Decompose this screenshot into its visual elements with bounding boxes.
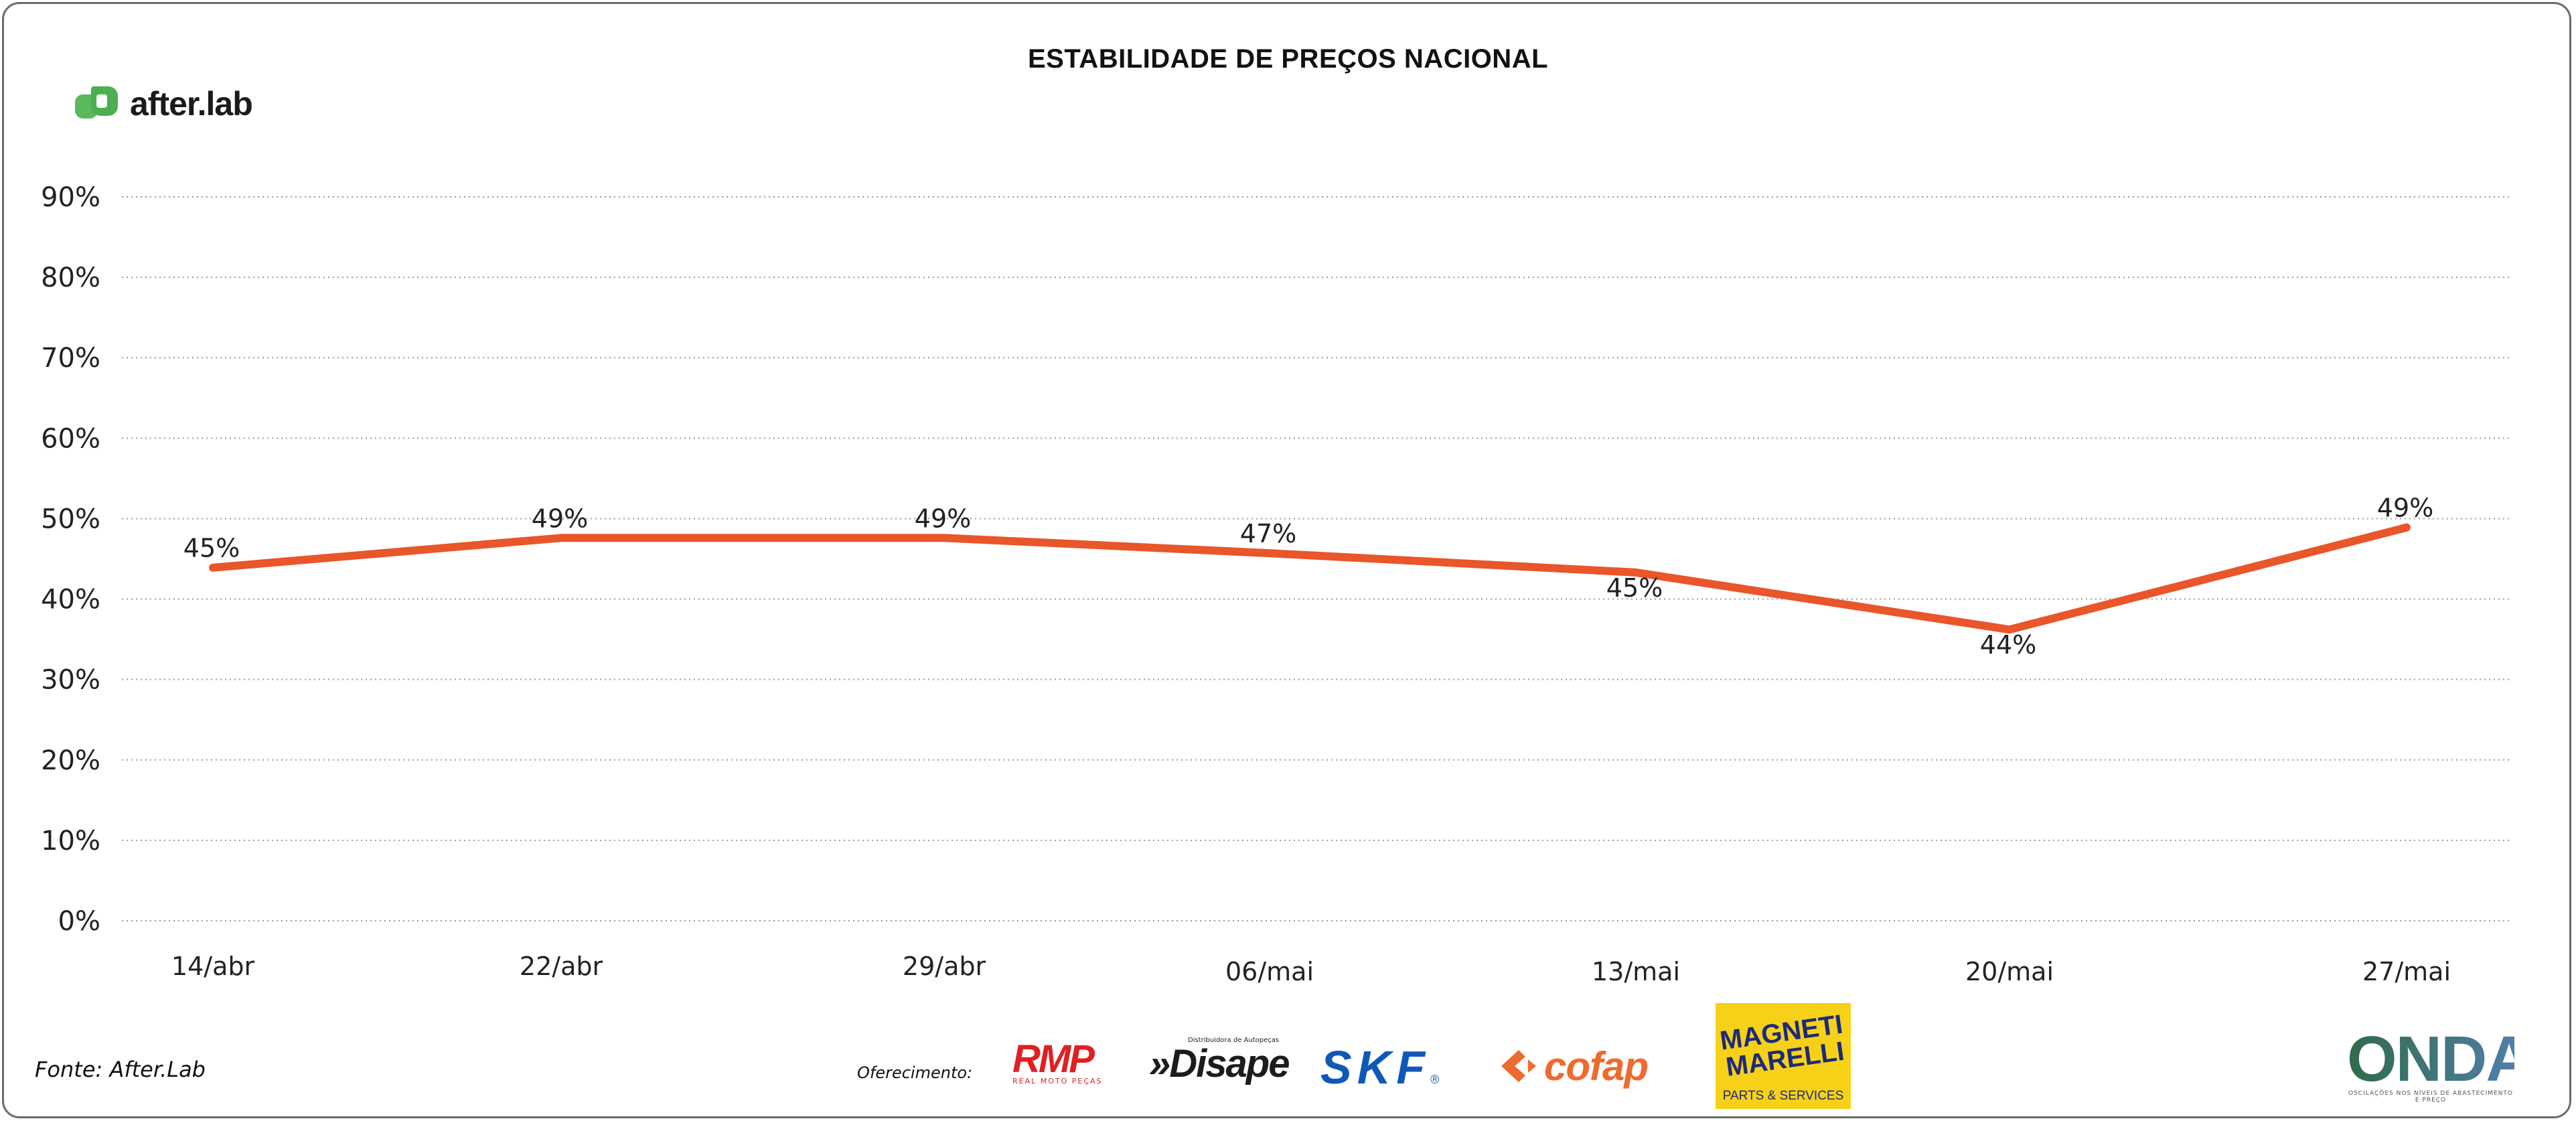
chart-title: ESTABILIDADE DE PREÇOS NACIONAL	[1027, 44, 1549, 74]
disape-logo: Distribuidora de Autopeças »Disape	[1149, 1037, 1303, 1090]
x-tick-label: 14/abr	[171, 952, 255, 981]
disape-logo-text: Disape	[1169, 1042, 1290, 1085]
data-label: 49%	[2377, 494, 2433, 523]
disape-logo-tagline: Distribuidora de Autopeças	[1188, 1037, 1280, 1044]
y-tick-label: 30%	[41, 665, 100, 696]
y-tick-label: 60%	[41, 423, 100, 454]
data-point	[1269, 552, 1270, 554]
x-tick-label: 22/abr	[520, 952, 603, 981]
x-axis-ticks: 14/abr 22/abr 29/abr 06/mai 13/mai 20/mai 27/m…	[171, 952, 2451, 986]
x-tick-label: 06/mai	[1225, 957, 1314, 986]
y-tick-label: 50%	[41, 504, 100, 534]
data-label: 45%	[183, 534, 240, 563]
data-point	[560, 537, 562, 539]
y-tick-label: 80%	[41, 263, 100, 293]
source-note: Fonte: After.Lab	[35, 1057, 206, 1082]
rmp-logo-text: RMP	[1012, 1037, 1095, 1081]
data-label: 49%	[532, 504, 588, 533]
data-label: 45%	[1606, 573, 1663, 603]
cofap-logo-text: cofap	[1544, 1043, 1649, 1089]
cofap-logo: cofap	[1499, 1042, 1693, 1090]
cofap-mark-icon	[1501, 1050, 1536, 1082]
data-point	[1635, 571, 1637, 573]
y-tick-label: 90%	[41, 182, 100, 213]
rmp-logo: RMP REAL MOTO PEÇAS	[1012, 1037, 1128, 1088]
skf-logo-text: SKF	[1320, 1041, 1430, 1094]
brand-logo: after.lab	[75, 84, 253, 123]
data-point	[943, 537, 945, 539]
x-tick-label: 13/mai	[1592, 957, 1680, 986]
x-tick-label: 27/mai	[2362, 957, 2451, 986]
magneti-marelli-logo: MAGNETI MARELLI PARTS & SERVICES	[1716, 1003, 1851, 1109]
onda-logo-text: ONDA	[2347, 1023, 2532, 1095]
skf-logo: SKF®	[1320, 1044, 1481, 1091]
data-point	[212, 567, 214, 569]
data-label: 49%	[915, 504, 971, 533]
y-tick-label: 70%	[41, 343, 100, 374]
x-tick-label: 29/abr	[903, 952, 986, 981]
y-tick-label: 40%	[41, 585, 100, 615]
y-tick-label: 0%	[58, 906, 100, 937]
onda-logo-tagline: OSCILAÇÕES NOS NÍVEIS DE ABASTECIMENTO E…	[2348, 1090, 2513, 1104]
y-tick-label: 10%	[41, 826, 100, 856]
magneti-marelli-tagline: PARTS & SERVICES	[1722, 1089, 1844, 1103]
series-lines	[209, 523, 2411, 634]
data-labels: 45% 49% 49% 47% 45% 44% 49%	[183, 494, 2433, 660]
data-label: 47%	[1240, 519, 1296, 548]
series-line	[209, 523, 2411, 634]
afterlab-logo-icon	[75, 85, 121, 123]
brand-name: after.lab	[130, 85, 253, 123]
onda-logo: ONDA OSCILAÇÕES NOS NÍVEIS DE ABASTECIME…	[2347, 1023, 2532, 1104]
data-point	[2009, 629, 2010, 631]
magneti-marelli-logo-text: MAGNETI MARELLI	[1718, 1009, 1846, 1082]
data-label: 44%	[1980, 630, 2036, 660]
sponsor-label: Oferecimento:	[857, 1063, 973, 1082]
x-tick-label: 20/mai	[1965, 957, 2054, 986]
disape-chevron-icon: »	[1149, 1042, 1170, 1085]
rmp-logo-tagline: REAL MOTO PEÇAS	[1012, 1077, 1103, 1085]
y-tick-label: 20%	[41, 745, 100, 776]
registered-icon: ®	[1430, 1073, 1440, 1086]
data-point	[2406, 526, 2407, 528]
y-axis-ticks: 0% 10% 20% 30% 40% 50% 60% 70% 80% 90%	[41, 182, 100, 937]
